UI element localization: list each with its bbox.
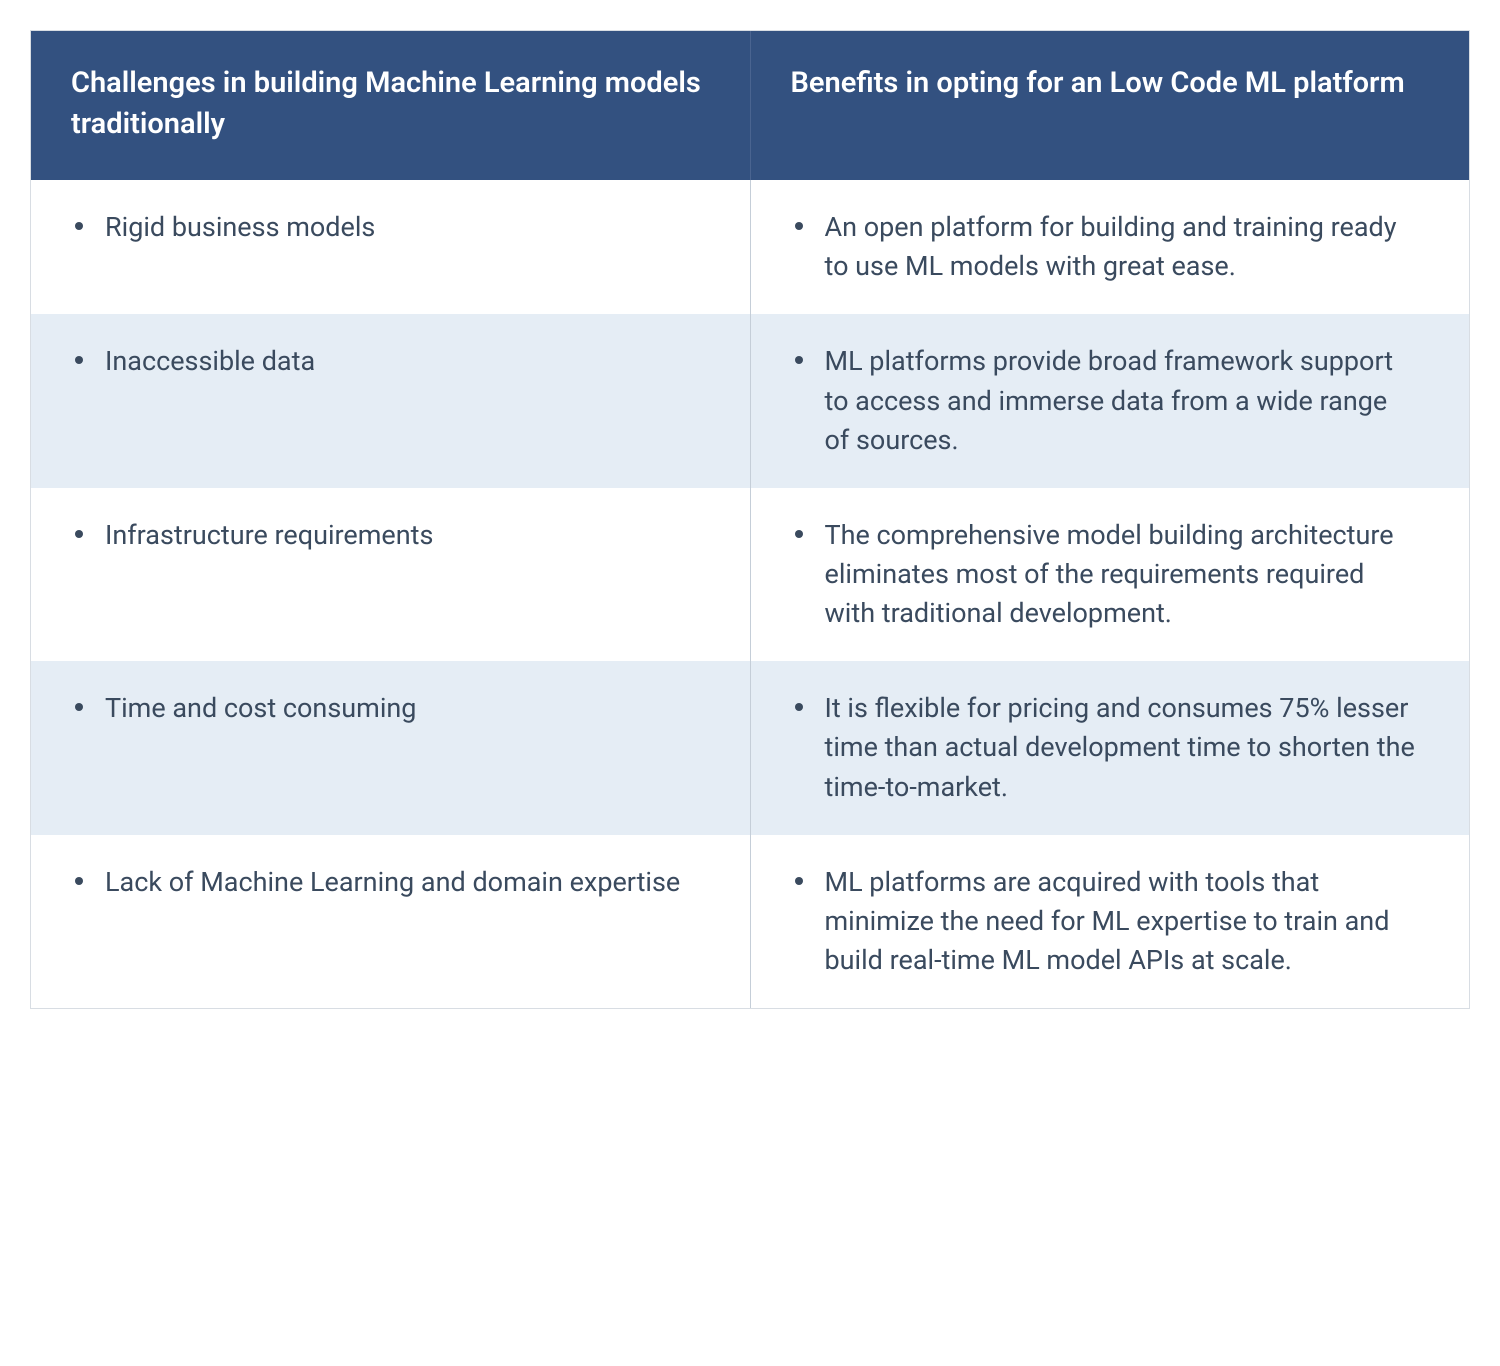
challenge-text: Infrastructure requirements bbox=[105, 516, 706, 555]
challenge-text: Time and cost consuming bbox=[105, 689, 706, 728]
benefit-cell: The comprehensive model building archite… bbox=[751, 488, 1470, 661]
bullet-icon bbox=[795, 877, 803, 885]
challenge-text: Inaccessible data bbox=[105, 342, 706, 381]
list-item: The comprehensive model building archite… bbox=[795, 516, 1426, 633]
table-header-row: Challenges in building Machine Learning … bbox=[31, 31, 1469, 180]
list-item: An open platform for building and traini… bbox=[795, 208, 1426, 286]
bullet-icon bbox=[75, 703, 83, 711]
bullet-icon bbox=[75, 877, 83, 885]
table-row: Rigid business models An open platform f… bbox=[31, 180, 1469, 314]
comparison-table: Challenges in building Machine Learning … bbox=[30, 30, 1470, 1009]
header-challenges: Challenges in building Machine Learning … bbox=[31, 31, 751, 180]
benefit-cell: An open platform for building and traini… bbox=[751, 180, 1470, 314]
challenge-text: Lack of Machine Learning and domain expe… bbox=[105, 863, 706, 902]
bullet-icon bbox=[795, 703, 803, 711]
benefit-text: ML platforms provide broad framework sup… bbox=[825, 342, 1426, 459]
benefit-text: The comprehensive model building archite… bbox=[825, 516, 1426, 633]
list-item: Lack of Machine Learning and domain expe… bbox=[75, 863, 706, 902]
challenge-cell: Inaccessible data bbox=[31, 314, 751, 487]
challenge-cell: Infrastructure requirements bbox=[31, 488, 751, 661]
table-row: Time and cost consuming It is flexible f… bbox=[31, 661, 1469, 834]
challenge-cell: Time and cost consuming bbox=[31, 661, 751, 834]
challenge-text: Rigid business models bbox=[105, 208, 706, 247]
bullet-icon bbox=[795, 530, 803, 538]
benefit-cell: ML platforms provide broad framework sup… bbox=[751, 314, 1470, 487]
list-item: Rigid business models bbox=[75, 208, 706, 247]
benefit-text: An open platform for building and traini… bbox=[825, 208, 1426, 286]
challenge-cell: Rigid business models bbox=[31, 180, 751, 314]
table-row: Inaccessible data ML platforms provide b… bbox=[31, 314, 1469, 487]
bullet-icon bbox=[75, 530, 83, 538]
bullet-icon bbox=[795, 222, 803, 230]
benefit-cell: ML platforms are acquired with tools tha… bbox=[751, 835, 1470, 1008]
list-item: ML platforms provide broad framework sup… bbox=[795, 342, 1426, 459]
list-item: It is flexible for pricing and consumes … bbox=[795, 689, 1426, 806]
bullet-icon bbox=[795, 356, 803, 364]
benefit-text: It is flexible for pricing and consumes … bbox=[825, 689, 1426, 806]
list-item: ML platforms are acquired with tools tha… bbox=[795, 863, 1426, 980]
challenge-cell: Lack of Machine Learning and domain expe… bbox=[31, 835, 751, 1008]
list-item: Infrastructure requirements bbox=[75, 516, 706, 555]
table-row: Lack of Machine Learning and domain expe… bbox=[31, 835, 1469, 1008]
header-benefits: Benefits in opting for an Low Code ML pl… bbox=[751, 31, 1470, 180]
list-item: Inaccessible data bbox=[75, 342, 706, 381]
list-item: Time and cost consuming bbox=[75, 689, 706, 728]
benefit-cell: It is flexible for pricing and consumes … bbox=[751, 661, 1470, 834]
bullet-icon bbox=[75, 222, 83, 230]
bullet-icon bbox=[75, 356, 83, 364]
benefit-text: ML platforms are acquired with tools tha… bbox=[825, 863, 1426, 980]
table-row: Infrastructure requirements The comprehe… bbox=[31, 488, 1469, 661]
